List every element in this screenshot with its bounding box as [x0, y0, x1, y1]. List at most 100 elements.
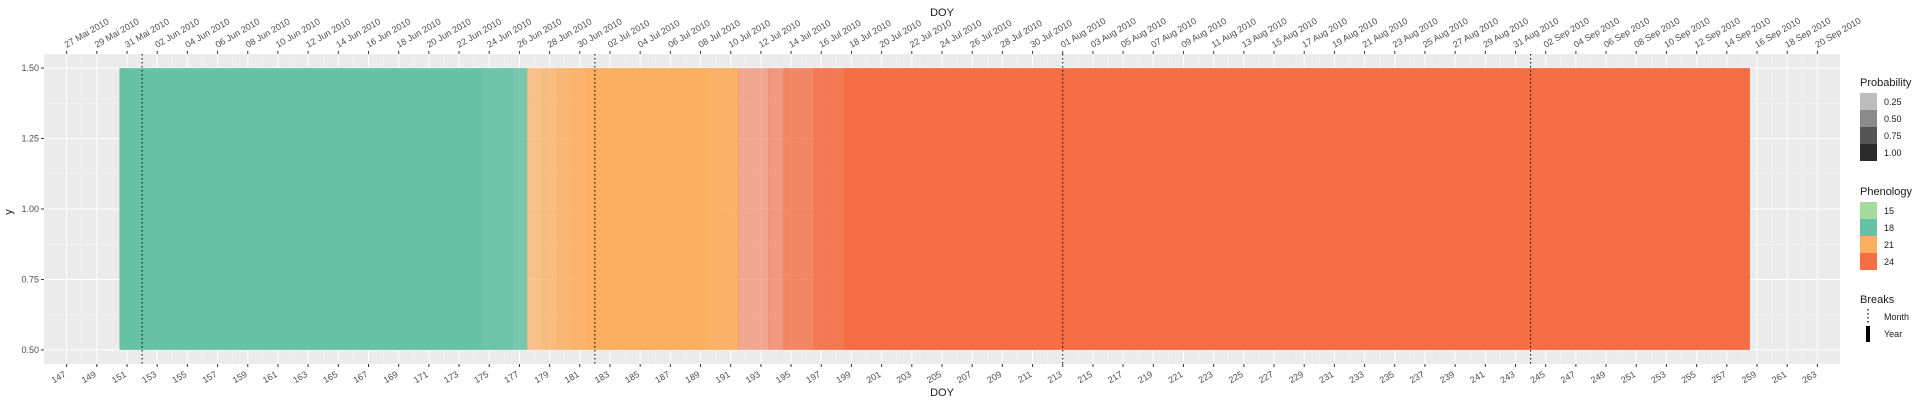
- bottom-tick-label: 245: [1529, 369, 1547, 385]
- bottom-tick-label: 185: [623, 369, 641, 385]
- bottom-tick-label: 225: [1227, 369, 1245, 385]
- breaks-legend-label: Month: [1884, 312, 1909, 322]
- bottom-tick-label: 221: [1166, 369, 1184, 385]
- bottom-tick-label: 151: [110, 369, 128, 385]
- bottom-tick-label: 251: [1619, 369, 1637, 385]
- phenology-legend-label: 18: [1884, 223, 1894, 233]
- heatmap-tile: [768, 68, 785, 350]
- bottom-tick-label: 171: [412, 369, 430, 385]
- bottom-tick-label: 213: [1046, 369, 1064, 385]
- bottom-tick-label: 243: [1498, 369, 1516, 385]
- bottom-tick-label: 209: [985, 369, 1003, 385]
- bottom-tick-label: 159: [231, 369, 249, 385]
- legend: Probability 0.25 0.50 0.75 1.00 Phenology 15 18…: [1860, 77, 1912, 342]
- probability-legend-label: 0.75: [1884, 131, 1902, 141]
- phenology-legend-title: Phenology: [1860, 186, 1912, 198]
- bottom-tick-label: 253: [1649, 369, 1667, 385]
- bottom-tick-label: 229: [1287, 369, 1305, 385]
- bottom-tick-label: 197: [804, 369, 822, 385]
- bottom-tick-label: 255: [1680, 369, 1698, 385]
- bottom-tick-label: 257: [1710, 369, 1728, 385]
- bottom-tick-label: 191: [714, 369, 732, 385]
- heatmap-tile: [572, 68, 588, 350]
- bottom-tick-label: 189: [684, 369, 702, 385]
- bottom-tick-label: 231: [1317, 369, 1335, 385]
- bottom-tick-label: 211: [1016, 369, 1033, 385]
- bottom-tick-label: 249: [1589, 369, 1607, 385]
- heatmap-tile: [526, 68, 543, 350]
- bottom-tick-label: 163: [291, 369, 309, 385]
- y-tick-label: 0.75: [21, 274, 39, 284]
- heatmap-tile: [119, 68, 483, 350]
- bottom-tick-label: 203: [895, 369, 913, 385]
- probability-legend-label: 0.50: [1884, 114, 1902, 124]
- phenology-legend-swatch: [1860, 236, 1877, 253]
- phenology-legend-label: 15: [1884, 206, 1894, 216]
- heatmap-tile: [708, 68, 739, 350]
- heatmap-tile: [783, 68, 815, 350]
- bottom-tick-label: 239: [1438, 369, 1456, 385]
- bottom-tick-label: 157: [201, 369, 219, 385]
- bottom-tick-label: 261: [1770, 369, 1788, 385]
- heatmap-tile: [813, 68, 845, 350]
- bottom-tick-label: 147: [50, 369, 68, 385]
- bottom-tick-label: 201: [865, 369, 883, 385]
- bottom-tick-label: 173: [442, 369, 460, 385]
- bottom-tick-label: 235: [1378, 369, 1396, 385]
- bottom-tick-label: 205: [925, 369, 943, 385]
- bottom-tick-label: 179: [533, 369, 551, 385]
- probability-legend-swatch: [1860, 93, 1877, 110]
- bottom-tick-label: 161: [261, 369, 279, 385]
- phenology-legend-swatch: [1860, 219, 1877, 236]
- bottom-tick-label: 263: [1800, 369, 1818, 385]
- heatmap-tile: [587, 68, 709, 350]
- bottom-tick-label: 175: [472, 369, 490, 385]
- heatmap-tile: [843, 68, 1750, 350]
- bottom-tick-label: 259: [1740, 369, 1758, 385]
- heatmap-tile: [557, 68, 573, 350]
- bottom-tick-label: 187: [653, 369, 671, 385]
- bottom-tick-label: 227: [1257, 369, 1275, 385]
- bottom-tick-label: 237: [1408, 369, 1426, 385]
- bottom-tick-label: 169: [382, 369, 400, 385]
- bottom-tick-label: 193: [744, 369, 762, 385]
- bottom-tick-label: 153: [140, 369, 158, 385]
- breaks-legend-label: Year: [1884, 329, 1902, 339]
- phenology-legend-label: 24: [1884, 257, 1894, 267]
- bottom-tick-label: 181: [563, 369, 581, 385]
- y-axis-title: y: [3, 209, 15, 215]
- phenology-legend-swatch: [1860, 202, 1877, 219]
- bottom-tick-label: 241: [1468, 369, 1486, 385]
- y-tick-label: 1.00: [21, 204, 39, 214]
- bottom-tick-label: 149: [80, 369, 98, 385]
- bottom-tick-label: 199: [834, 369, 852, 385]
- y-tick-label: 0.50: [21, 345, 39, 355]
- probability-legend-label: 1.00: [1884, 148, 1902, 158]
- bottom-axis-title: DOY: [930, 387, 955, 399]
- bottom-tick-label: 195: [774, 369, 792, 385]
- bottom-tick-label: 155: [170, 369, 188, 385]
- bottom-tick-label: 177: [502, 369, 520, 385]
- bottom-tick-label: 165: [321, 369, 339, 385]
- bottom-tick-label: 219: [1136, 369, 1154, 385]
- bottom-tick-label: 247: [1559, 369, 1577, 385]
- bottom-tick-label: 167: [351, 369, 369, 385]
- probability-legend-title: Probability: [1860, 77, 1912, 89]
- probability-legend-swatch: [1860, 127, 1877, 144]
- heatmap-tile: [481, 68, 513, 350]
- bottom-tick-label: 223: [1197, 369, 1215, 385]
- phenology-legend-label: 21: [1884, 240, 1894, 250]
- y-tick-label: 1.25: [21, 134, 39, 144]
- y-tick-label: 1.50: [21, 63, 39, 73]
- breaks-legend-title: Breaks: [1860, 294, 1895, 306]
- phenology-legend-swatch: [1860, 253, 1877, 270]
- heatmap-tile: [542, 68, 558, 350]
- bottom-tick-label: 207: [955, 369, 973, 385]
- bottom-tick-label: 217: [1106, 369, 1124, 385]
- probability-legend-label: 0.25: [1884, 97, 1902, 107]
- probability-legend-swatch: [1860, 110, 1877, 127]
- probability-legend-swatch: [1860, 144, 1877, 161]
- heatmap-tile: [738, 68, 769, 350]
